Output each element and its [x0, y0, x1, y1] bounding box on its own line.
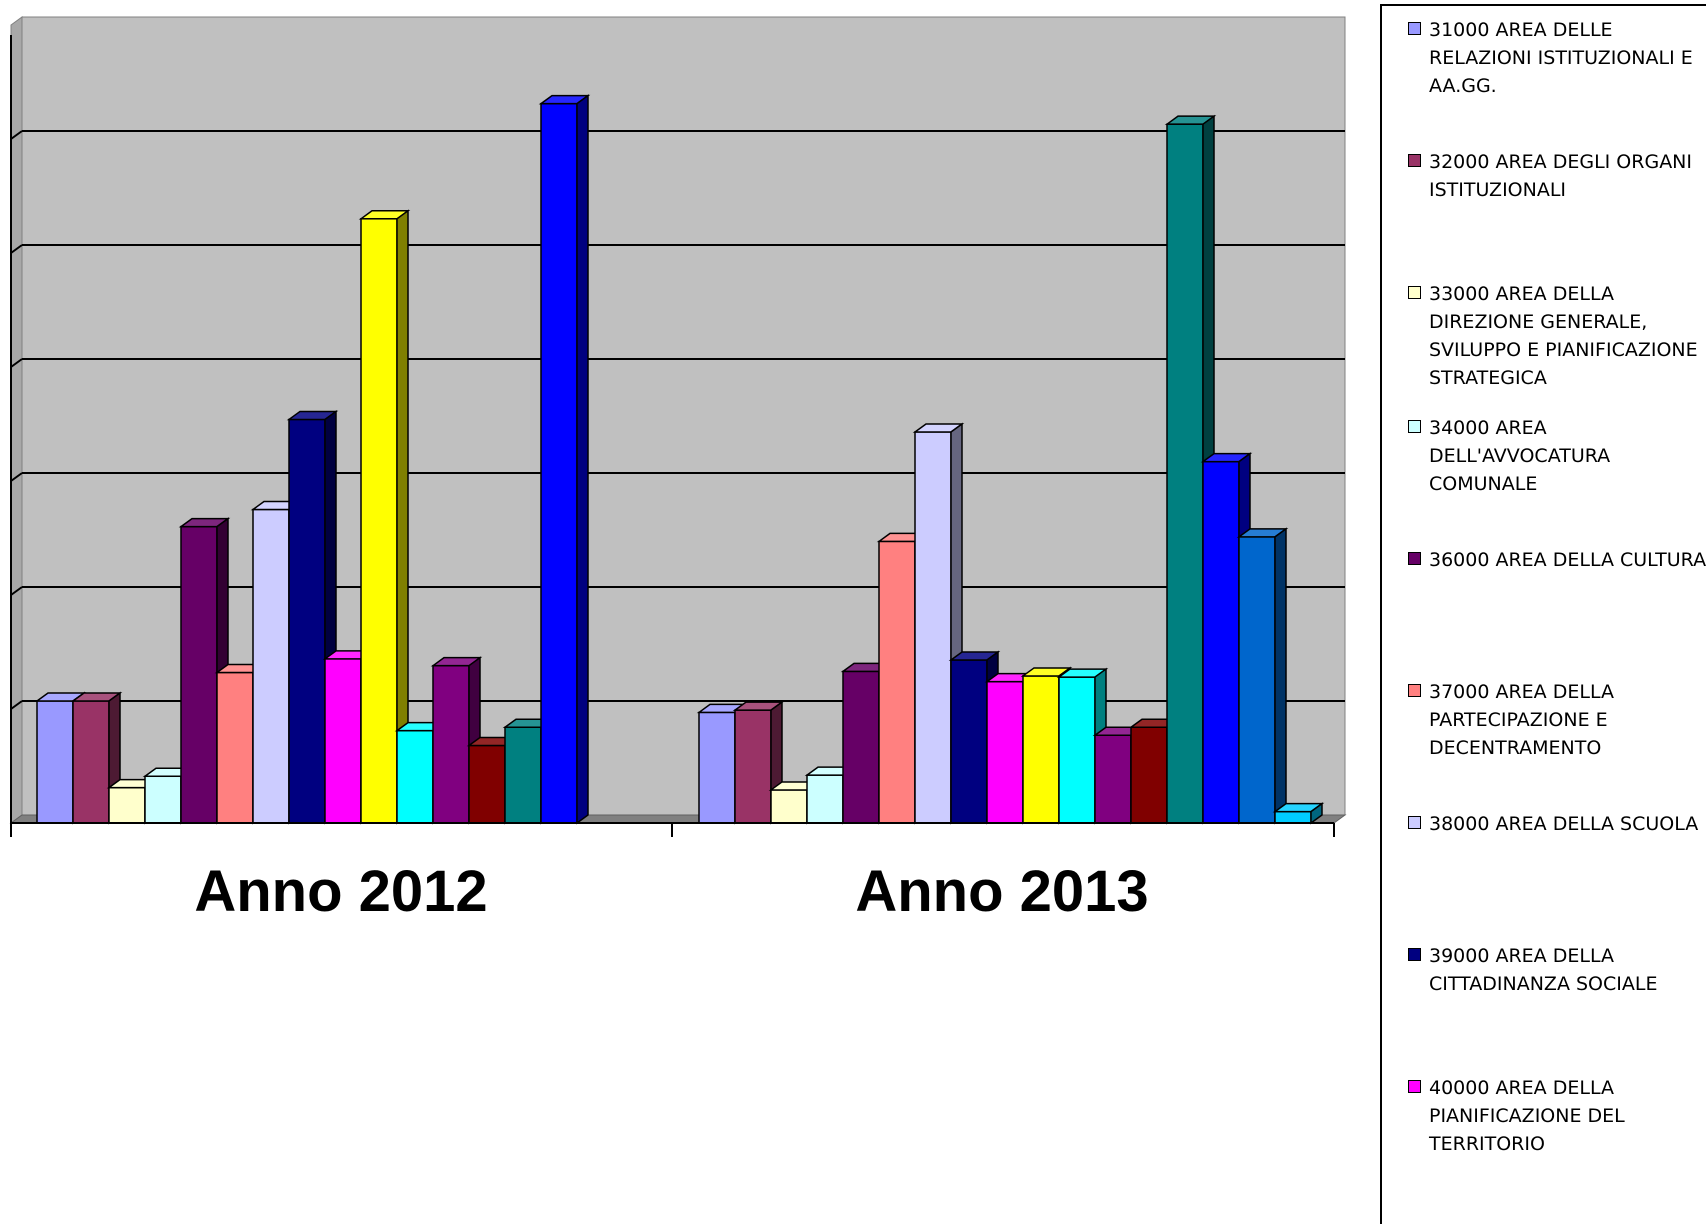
bar-front [770, 789, 808, 824]
legend-label: 38000 AREA DELLA SCUOLA [1429, 813, 1699, 835]
category-label-2012: Anno 2012 [194, 859, 487, 924]
bar-front [698, 711, 736, 824]
legend-swatch [1408, 154, 1421, 167]
bar [1272, 802, 1325, 825]
bar-front [1022, 675, 1060, 824]
axes [10, 35, 1335, 837]
legend-label: 32000 AREA DEGLI ORGANI ISTITUZIONALI [1429, 151, 1693, 201]
legend: 31000 AREA DELLE RELAZIONI ISTITUZIONALI… [1380, 4, 1706, 1224]
bar-front [540, 102, 578, 824]
bar-front [288, 418, 326, 824]
gridline-side [10, 586, 23, 596]
legend-label: 31000 AREA DELLE RELAZIONI ISTITUZIONALI… [1429, 19, 1693, 97]
bar-front [180, 525, 218, 824]
legend-label: 36000 AREA DELLA CULTURA [1429, 549, 1706, 571]
bar-front [360, 218, 398, 824]
bar [430, 656, 483, 825]
legend-swatch [1408, 286, 1421, 299]
bar-front [1202, 460, 1240, 824]
bar-side [576, 94, 589, 825]
legend-swatch [1408, 420, 1421, 433]
legend-swatch [1408, 816, 1421, 829]
category-label-2013: Anno 2013 [855, 859, 1148, 924]
legend-swatch [1408, 948, 1421, 961]
bar-front [252, 508, 290, 824]
bar [1236, 527, 1289, 825]
bar-front [1238, 536, 1276, 824]
bar-front [108, 786, 146, 824]
bar-front [432, 664, 470, 824]
gridline-side [10, 358, 23, 368]
gridline-side [10, 244, 23, 254]
bar-front [324, 658, 362, 824]
legend-swatch [1408, 552, 1421, 565]
bar-front [468, 744, 506, 824]
gridline-side [10, 472, 23, 482]
bar-front [144, 775, 182, 824]
gridline-side [10, 700, 23, 710]
bars [34, 94, 1325, 825]
bar-side [1310, 802, 1323, 825]
bar-front [986, 680, 1024, 824]
legend-label: 37000 AREA DELLA PARTECIPAZIONE E DECENT… [1429, 681, 1614, 759]
legend-label: 33000 AREA DELLA DIREZIONE GENERALE, SVI… [1429, 283, 1698, 389]
bar-front [950, 659, 988, 824]
bar-front [914, 431, 952, 824]
legend-swatch [1408, 684, 1421, 697]
bar [538, 94, 591, 825]
bar-front [1058, 676, 1096, 824]
bar-front [396, 729, 434, 824]
gridline-side [10, 130, 23, 140]
legend-swatch [1408, 22, 1421, 35]
legend-label: 34000 AREA DELL'AVVOCATURA COMUNALE [1429, 417, 1611, 495]
bar-front [1274, 810, 1312, 824]
bar-front [1130, 726, 1168, 824]
bar-front [504, 726, 542, 824]
bar-front [36, 700, 74, 824]
legend-swatch [1408, 1080, 1421, 1093]
bar-front [842, 670, 880, 824]
bar-front [216, 671, 254, 824]
legend-label: 40000 AREA DELLA PIANIFICAZIONE DEL TERR… [1429, 1077, 1625, 1155]
legend-label: 39000 AREA DELLA CITTADINANZA SOCIALE [1429, 945, 1658, 995]
bar-front [1094, 734, 1132, 824]
bar-side [1274, 527, 1287, 825]
bar-front [734, 709, 772, 824]
bar-front [878, 540, 916, 824]
bar-front [1166, 123, 1204, 824]
bar-chart: Anno 2012 Anno 2013 [9, 16, 1347, 924]
bar-front [72, 700, 110, 824]
bar-front [806, 774, 844, 824]
